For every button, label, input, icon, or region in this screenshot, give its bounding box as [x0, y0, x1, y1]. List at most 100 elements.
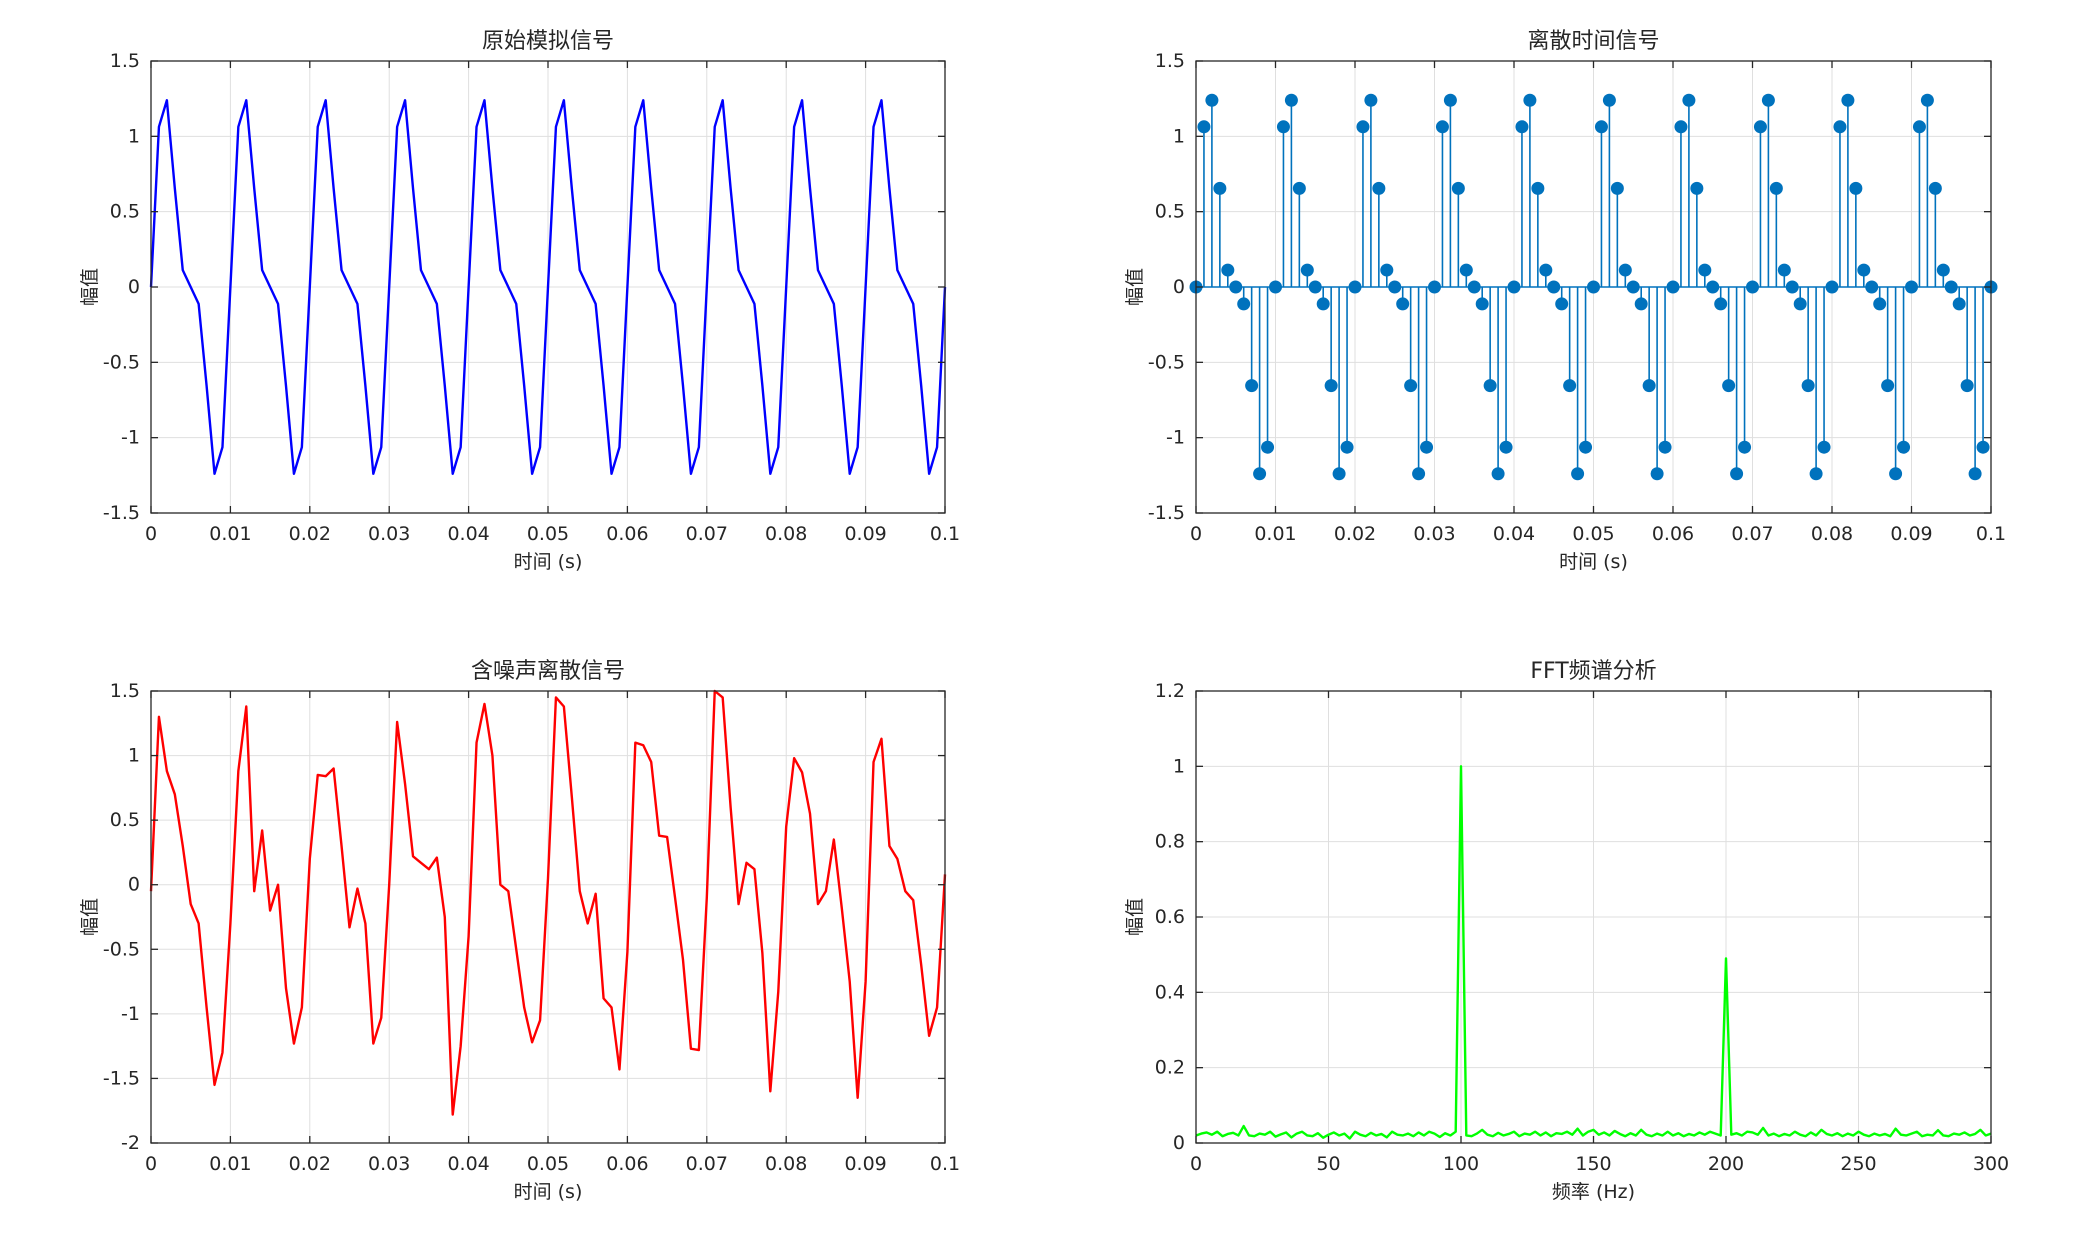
discrete-stem-marker [1523, 93, 1537, 107]
discrete-stem-marker [1332, 467, 1346, 481]
discrete-stem-marker [1865, 280, 1879, 294]
analog-x-tick-label: 0.06 [606, 523, 648, 545]
discrete-stem-marker [1483, 379, 1497, 393]
analog-x-tick-label: 0 [145, 523, 157, 545]
discrete-stem-marker [1587, 280, 1600, 294]
discrete-stem-marker [1642, 379, 1656, 393]
discrete-stem-marker [1610, 181, 1624, 195]
fft-x-tick-label: 0 [1190, 1153, 1202, 1175]
noisy-y-tick-label: 1 [128, 745, 140, 767]
discrete-stem-marker [1229, 280, 1243, 294]
discrete-stem-marker [1324, 379, 1338, 393]
analog-y-axis-label: 幅值 [79, 268, 101, 306]
discrete-stem-marker [1626, 280, 1640, 294]
discrete-stem-marker [1428, 280, 1441, 294]
discrete-stem-marker [1388, 280, 1402, 294]
discrete-stem-marker [1777, 263, 1791, 277]
discrete-stem-marker [1245, 379, 1259, 393]
discrete-x-tick-label: 0.09 [1890, 523, 1932, 545]
discrete-stem-marker [1674, 120, 1688, 134]
panel-discrete-signal: 0 0.01 0.02 0.03 0.04 0.05 0.06 0.07 0.08 0.09 0.1… [1124, 29, 2006, 573]
noisy-title: 含噪声离散信号 [471, 659, 625, 684]
discrete-x-tick-label: 0.01 [1254, 523, 1296, 545]
discrete-stem-marker [1269, 280, 1282, 294]
noisy-y-tick-label: 1.5 [110, 680, 140, 702]
discrete-x-tick-label: 0.07 [1731, 523, 1773, 545]
discrete-y-tick-label: -1 [1166, 427, 1185, 449]
analog-title: 原始模拟信号 [482, 29, 614, 54]
discrete-stem-marker [1539, 263, 1553, 277]
discrete-stem-marker [1698, 263, 1712, 277]
discrete-stem-marker [1666, 280, 1680, 294]
discrete-stem-marker [1801, 379, 1815, 393]
discrete-stem-marker [1952, 297, 1966, 311]
discrete-stem-marker [1873, 297, 1887, 311]
discrete-stem-marker [1467, 280, 1481, 294]
discrete-title: 离散时间信号 [1527, 29, 1659, 54]
discrete-stem-marker [1602, 93, 1616, 107]
discrete-x-axis-label: 时间 (s) [1559, 551, 1628, 573]
analog-series-line [149, 99, 947, 475]
discrete-stem-marker [1356, 120, 1370, 134]
discrete-stem-marker [1547, 280, 1561, 294]
noisy-y-tick-label: 0.5 [110, 809, 140, 831]
analog-x-tick-label: 0.02 [289, 523, 331, 545]
discrete-stem-marker [1936, 263, 1950, 277]
discrete-stem-marker [1594, 120, 1608, 134]
discrete-stem-marker [1849, 181, 1863, 195]
discrete-stem-marker [1300, 263, 1314, 277]
discrete-stem-marker [1197, 120, 1211, 134]
discrete-stem-marker [1706, 280, 1720, 294]
discrete-stem-marker [1944, 280, 1958, 294]
discrete-stem-marker [1555, 297, 1569, 311]
discrete-y-tick-label: 1 [1173, 125, 1185, 147]
discrete-stem-marker [1205, 93, 1219, 107]
discrete-stem-marker [1237, 297, 1251, 311]
noisy-x-tick-label: 0.09 [844, 1153, 886, 1175]
fft-x-tick-label: 100 [1443, 1153, 1479, 1175]
analog-y-tick-label: 0.5 [110, 201, 140, 223]
discrete-stem-marker [1491, 467, 1505, 481]
discrete-stem-marker [1515, 120, 1529, 134]
analog-x-tick-label: 0.07 [686, 523, 728, 545]
noisy-x-axis-label: 时间 (s) [514, 1181, 583, 1203]
noisy-x-tick-label: 0.04 [447, 1153, 489, 1175]
discrete-stem-marker [1722, 379, 1736, 393]
analog-x-tick-label: 0.03 [368, 523, 410, 545]
discrete-stem-marker [1889, 467, 1903, 481]
discrete-stem-marker [1531, 181, 1545, 195]
fft-y-axis-label: 幅值 [1124, 898, 1146, 936]
discrete-stem-marker [1618, 263, 1632, 277]
discrete-y-tick-label: 0.5 [1155, 201, 1185, 223]
noisy-x-tick-label: 0.05 [527, 1153, 569, 1175]
discrete-stem-marker [1364, 93, 1378, 107]
discrete-stem-marker [1443, 93, 1457, 107]
discrete-y-tick-label: 0 [1173, 276, 1185, 298]
discrete-stem-marker [1841, 93, 1855, 107]
discrete-stem-marker [1682, 93, 1696, 107]
noisy-x-tick-label: 0.06 [606, 1153, 648, 1175]
panel-analog-signal: 0 0.01 0.02 0.03 0.04 0.05 0.06 0.07 0.08 0.09 0.1… [79, 29, 960, 573]
discrete-y-tick-label: 1.5 [1155, 50, 1185, 72]
discrete-stem-marker [1221, 263, 1235, 277]
analog-y-tick-label: 0 [128, 276, 140, 298]
discrete-stem-marker [1968, 467, 1982, 481]
discrete-x-tick-label: 0.03 [1413, 523, 1455, 545]
discrete-stem-marker [1905, 280, 1918, 294]
fft-x-axis-label: 频率 (Hz) [1552, 1181, 1635, 1203]
discrete-x-tick-label: 0.04 [1493, 523, 1535, 545]
discrete-x-tick-label: 0.06 [1652, 523, 1694, 545]
fft-y-tick-label: 0.2 [1155, 1057, 1185, 1079]
noisy-y-tick-label: -2 [121, 1132, 140, 1154]
discrete-stem-marker [1785, 280, 1799, 294]
discrete-stem-marker [1507, 280, 1521, 294]
discrete-stem-marker [1308, 280, 1322, 294]
fft-y-tick-label: 0.8 [1155, 831, 1185, 853]
analog-y-tick-label: -0.5 [103, 351, 140, 373]
noisy-x-tick-label: 0.03 [368, 1153, 410, 1175]
fft-y-tick-label: 1 [1173, 755, 1185, 777]
discrete-stem-marker [1420, 440, 1434, 454]
analog-x-tick-label: 0.05 [527, 523, 569, 545]
discrete-stem-marker [1881, 379, 1895, 393]
